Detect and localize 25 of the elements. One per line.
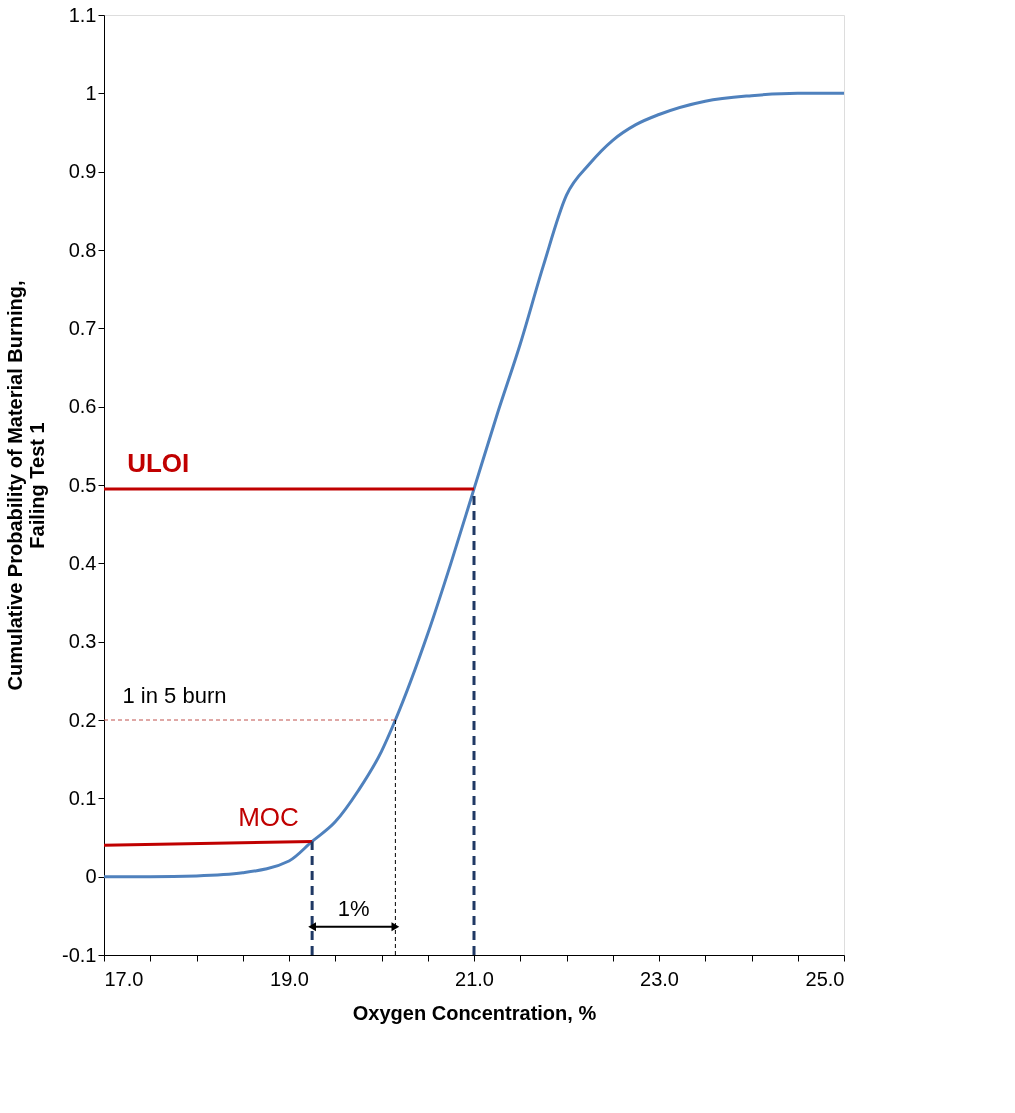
y-tick-label: 1 — [85, 81, 97, 104]
y-axis-title: Cumulative Probability of Material Burning, Failing Test 1 — [4, 280, 49, 691]
y-tick-label: 0.5 — [68, 473, 97, 496]
y-tick-label: 0 — [85, 865, 97, 888]
y-tick-label: 0.4 — [68, 551, 97, 574]
annotation: 1 in 5 burn — [122, 683, 227, 708]
y-tick-label: 0.2 — [68, 708, 97, 731]
y-tick-label: 0.1 — [68, 786, 97, 809]
x-tick-label: 23.0 — [640, 967, 679, 990]
x-tick-label: 25.0 — [805, 967, 845, 990]
annotation: MOC — [238, 801, 299, 832]
annotation: 1% — [337, 895, 370, 921]
x-tick-label: 19.0 — [270, 967, 309, 990]
y-tick-label: -0.1 — [62, 943, 97, 966]
x-tick-label: 21.0 — [455, 967, 494, 990]
y-tick-label: 0.7 — [68, 316, 97, 339]
annotation: ULOI — [127, 447, 190, 478]
line-series — [102, 91, 846, 879]
x-axis-title: Oxygen Concentration, % — [352, 1001, 597, 1024]
y-tick-label: 0.6 — [68, 395, 97, 418]
y-tick-label: 0.3 — [68, 630, 97, 653]
y-tick-label: 0.9 — [68, 160, 97, 183]
x-tick-label: 17.0 — [104, 967, 144, 990]
y-tick-label: 0.8 — [68, 238, 97, 261]
y-tick-label: 1.1 — [68, 3, 97, 26]
